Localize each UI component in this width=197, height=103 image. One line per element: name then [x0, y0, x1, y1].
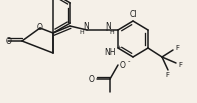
Text: H: H: [80, 30, 84, 36]
Text: NH: NH: [104, 47, 116, 57]
Text: Cl: Cl: [129, 9, 137, 19]
Text: O: O: [37, 22, 43, 32]
Text: F: F: [175, 45, 179, 51]
Text: O: O: [6, 36, 12, 46]
Text: O: O: [89, 74, 95, 84]
Text: H: H: [110, 30, 114, 36]
Text: F: F: [165, 72, 169, 78]
Text: F: F: [178, 62, 182, 68]
Text: +: +: [117, 44, 121, 50]
Text: -: -: [128, 58, 130, 64]
Text: N: N: [105, 22, 111, 30]
Text: N: N: [83, 22, 89, 30]
Text: O: O: [120, 60, 126, 70]
